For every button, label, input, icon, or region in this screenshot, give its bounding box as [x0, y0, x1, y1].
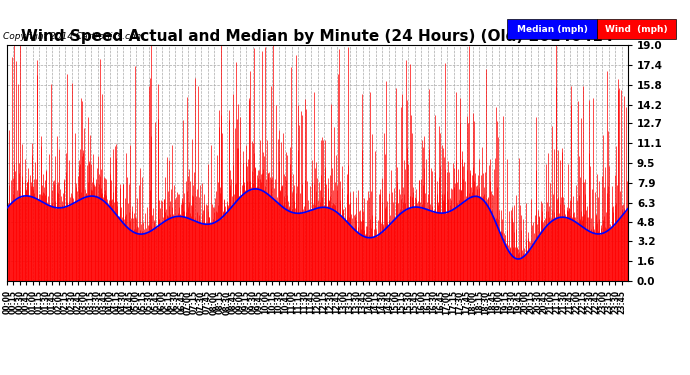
Text: Copyright 2014 Cartronics.com: Copyright 2014 Cartronics.com — [3, 32, 145, 41]
Text: Median (mph): Median (mph) — [517, 25, 587, 34]
Title: Wind Speed Actual and Median by Minute (24 Hours) (Old) 20140414: Wind Speed Actual and Median by Minute (… — [21, 29, 613, 44]
Text: Wind  (mph): Wind (mph) — [605, 25, 668, 34]
